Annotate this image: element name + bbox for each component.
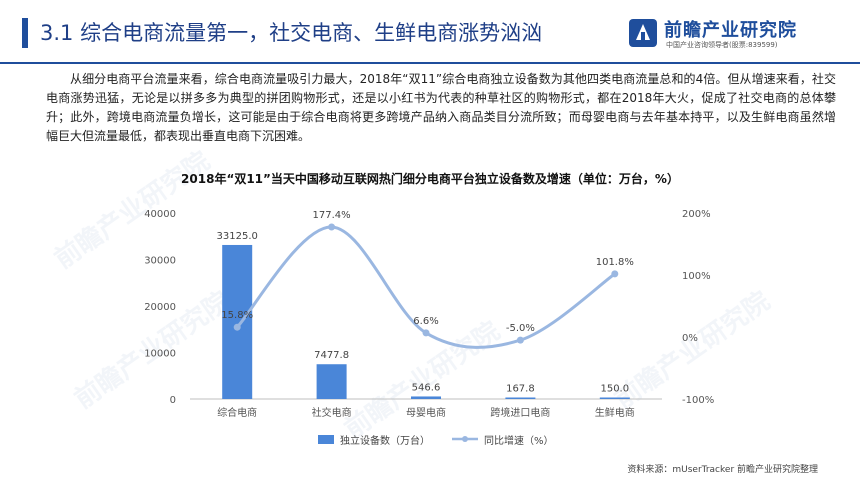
y-left-tick-label: 40000 — [144, 209, 176, 220]
growth-value-label: 6.6% — [413, 316, 438, 327]
y-right-tick-label: -100% — [682, 395, 714, 406]
header-divider — [0, 62, 860, 64]
x-category-label: 社交电商 — [312, 406, 352, 419]
chart-title: 2018年“双11”当天中国移动互联网热门细分电商平台独立设备数及增速（单位：万… — [181, 172, 679, 186]
bar-value-label: 546.6 — [412, 382, 441, 393]
source-note: 资料来源：mUserTracker 前瞻产业研究院整理 — [627, 465, 818, 475]
bar-1 — [316, 364, 347, 399]
title-accent-bar — [22, 18, 28, 48]
y-left-tick-label: 30000 — [144, 256, 176, 267]
logo-subtitle: 中国产业咨询领导者(股票:839599) — [666, 41, 778, 49]
growth-line — [236, 225, 616, 349]
logo: 前瞻产业研究院 中国产业咨询领导者(股票:839599) — [628, 14, 848, 58]
bar-value-label: 167.8 — [506, 384, 535, 395]
y-right-tick-label: 0% — [682, 333, 698, 344]
legend-line-marker — [462, 436, 468, 442]
intro-paragraph: 从细分电商平台流量来看，综合电商流量吸引力最大，2018年“双11”综合电商独立… — [46, 72, 836, 143]
bar-value-label: 7477.8 — [314, 350, 349, 361]
bar-3 — [505, 397, 536, 399]
y-left-tick-label: 10000 — [144, 349, 176, 360]
bar-value-label: 150.0 — [600, 384, 629, 395]
growth-point-2 — [422, 329, 430, 337]
x-category-label: 生鲜电商 — [595, 406, 635, 419]
growth-point-0 — [233, 323, 241, 331]
y-right-tick-label: 100% — [682, 271, 711, 282]
x-category-label: 母婴电商 — [406, 406, 446, 419]
logo-icon — [629, 19, 657, 47]
legend-line-label: 同比增速（%） — [484, 434, 554, 447]
growth-value-label: 15.8% — [221, 310, 253, 321]
legend-bar-swatch — [318, 435, 334, 444]
bar-0 — [222, 244, 253, 399]
x-category-label: 跨境进口电商 — [490, 406, 550, 419]
bar-value-label: 33125.0 — [217, 231, 258, 242]
growth-point-4 — [611, 270, 619, 278]
growth-point-1 — [328, 223, 336, 231]
y-left-tick-label: 20000 — [144, 302, 176, 313]
logo-name: 前瞻产业研究院 — [664, 20, 797, 41]
bar-4 — [599, 397, 630, 399]
bar-2 — [411, 396, 441, 399]
growth-value-label: 101.8% — [596, 257, 634, 268]
page-title: 3.1 综合电商流量第一，社交电商、生鲜电商涨势汹汹 — [40, 21, 543, 45]
y-left-tick-label: 0 — [170, 395, 176, 406]
y-right-tick-label: 200% — [682, 209, 711, 220]
x-category-label: 综合电商 — [217, 406, 257, 419]
growth-value-label: 177.4% — [313, 210, 351, 221]
growth-value-label: -5.0% — [506, 323, 535, 334]
growth-point-3 — [516, 336, 524, 344]
legend-bar-label: 独立设备数（万台） — [340, 434, 430, 447]
